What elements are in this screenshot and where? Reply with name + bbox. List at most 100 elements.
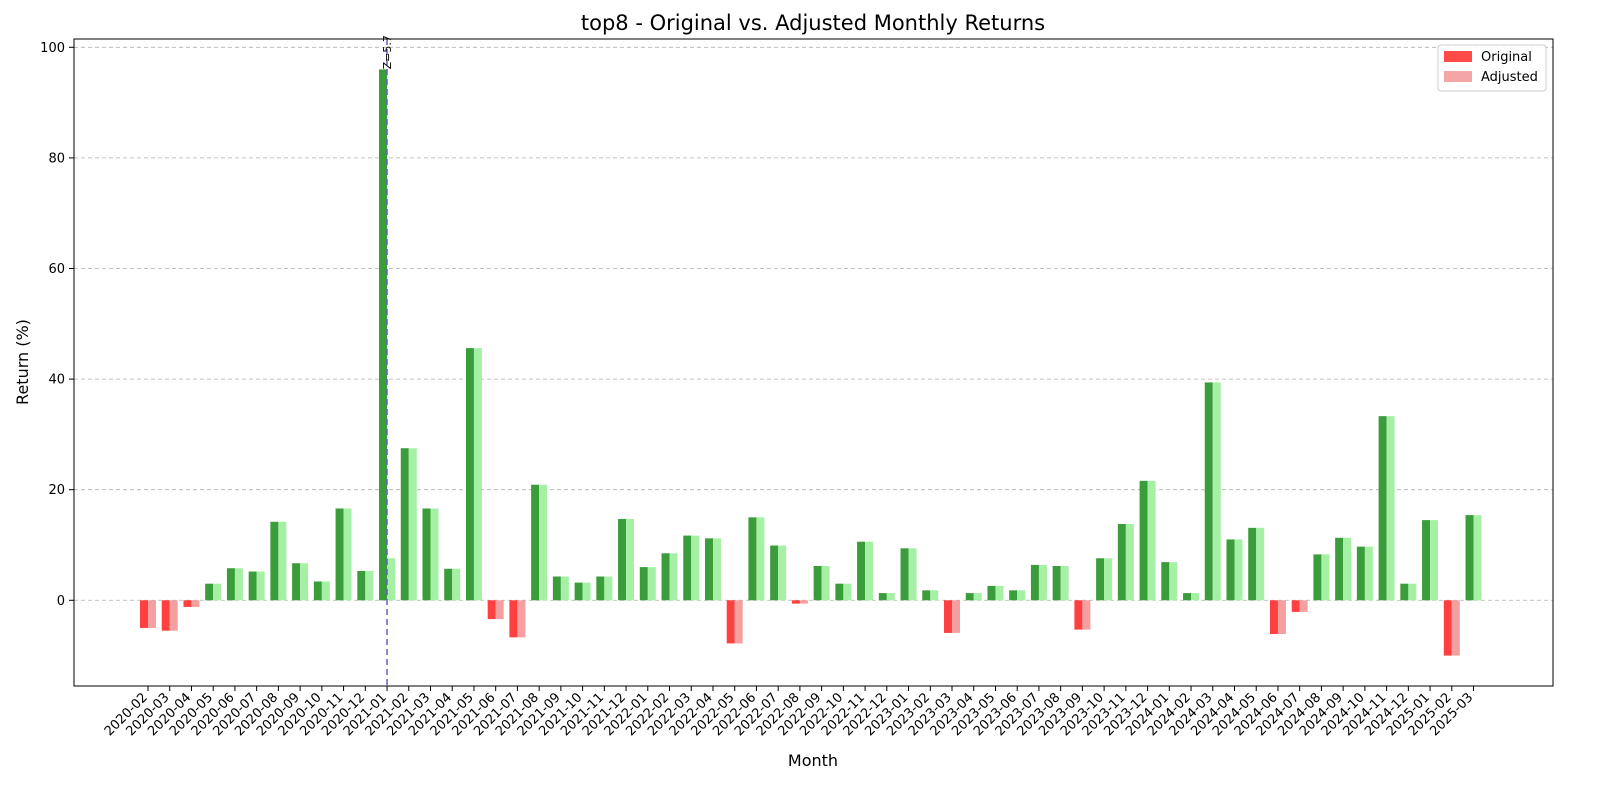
bar-original — [748, 517, 757, 601]
bar-original — [140, 600, 148, 628]
bar-original — [726, 600, 735, 644]
bar-adjusted — [473, 348, 482, 601]
bar-original — [596, 576, 605, 601]
y-axis: 0 20 40 60 80 100 — [40, 41, 74, 609]
bar-adjusted — [1408, 583, 1417, 601]
bar-original — [1378, 416, 1387, 601]
y-tick-label: 0 — [57, 594, 65, 609]
y-tick-label: 80 — [48, 151, 65, 166]
bar-adjusted — [1082, 600, 1091, 630]
bar-original — [552, 576, 561, 601]
y-tick-label: 40 — [48, 373, 65, 388]
bar-adjusted — [321, 581, 330, 601]
bar-adjusted — [995, 585, 1004, 601]
bar-adjusted — [908, 548, 917, 601]
bar-adjusted — [343, 508, 352, 601]
bar-adjusted — [1038, 564, 1047, 601]
bar-adjusted — [169, 600, 178, 631]
bar-adjusted — [1234, 539, 1243, 601]
bar-adjusted — [669, 553, 678, 601]
bar-original — [1335, 537, 1344, 601]
legend: Original Adjusted — [1437, 44, 1547, 92]
bar-original — [1465, 515, 1474, 601]
bar-original — [1009, 590, 1018, 601]
bar-original — [857, 541, 866, 601]
bar-adjusted — [734, 600, 743, 644]
bar-original — [226, 568, 235, 601]
bar-original — [770, 545, 779, 601]
bar-adjusted — [539, 484, 548, 601]
bar-original — [791, 600, 800, 604]
bar-adjusted — [604, 576, 613, 601]
bar-adjusted — [582, 582, 591, 601]
bar-adjusted — [234, 568, 243, 601]
bar-adjusted — [778, 545, 787, 601]
bar-original — [683, 535, 692, 601]
bar-adjusted — [756, 517, 765, 601]
bar-original — [1139, 480, 1148, 601]
bar-adjusted — [712, 538, 721, 601]
bar-original — [1052, 566, 1061, 601]
bar-original — [335, 508, 344, 601]
bar-original — [965, 593, 974, 601]
bar-adjusted — [1451, 600, 1460, 656]
bar-original — [639, 567, 648, 601]
bar-adjusted — [1017, 590, 1026, 601]
bar-original — [313, 581, 322, 601]
bar-original — [1074, 600, 1083, 630]
bars — [140, 69, 1482, 656]
bar-original — [1291, 600, 1300, 612]
bar-adjusted — [799, 600, 808, 604]
bar-adjusted — [387, 558, 396, 601]
bar-adjusted — [560, 576, 569, 601]
bar-original — [400, 448, 409, 601]
bar-original — [574, 582, 583, 601]
legend-label-adjusted: Adjusted — [1481, 70, 1538, 85]
bar-adjusted — [626, 518, 635, 601]
bar-original — [487, 600, 496, 620]
bar-adjusted — [1212, 382, 1221, 601]
bar-adjusted — [365, 570, 374, 601]
bar-original — [1269, 600, 1278, 635]
bar-original — [1443, 600, 1452, 656]
x-axis-label: Month — [788, 751, 838, 770]
bar-original — [1096, 558, 1105, 601]
y-tick-label: 100 — [40, 41, 65, 56]
bar-original — [292, 563, 301, 601]
bar-original — [422, 508, 431, 601]
bar-original — [944, 600, 953, 633]
plot-frame — [73, 38, 1554, 687]
bar-original — [1183, 593, 1192, 601]
bar-original — [704, 538, 713, 601]
y-tick-label: 60 — [48, 262, 65, 277]
bar-adjusted — [1147, 480, 1156, 601]
bar-adjusted — [1386, 416, 1395, 601]
bar-adjusted — [191, 600, 200, 607]
annotation-label: Z=5.7 — [381, 35, 394, 69]
bar-original — [465, 348, 474, 601]
bar-adjusted — [952, 600, 961, 633]
bar-original — [1226, 539, 1235, 601]
bar-original — [618, 518, 627, 601]
bar-original — [922, 590, 931, 601]
bar-adjusted — [647, 567, 656, 601]
bar-original — [1313, 554, 1322, 601]
legend-swatch-original — [1444, 51, 1472, 62]
bar-adjusted — [1169, 562, 1178, 601]
bar-adjusted — [495, 600, 504, 620]
y-axis-label: Return (%) — [13, 319, 32, 405]
bar-original — [1248, 527, 1257, 601]
bar-adjusted — [213, 583, 222, 601]
bar-original — [531, 484, 540, 601]
bar-original — [205, 583, 214, 601]
bar-original — [813, 566, 822, 601]
bar-adjusted — [408, 448, 417, 601]
annotations: Z=5.7 — [381, 35, 394, 686]
bar-adjusted — [430, 508, 439, 601]
bar-original — [1161, 562, 1170, 601]
bar-adjusted — [865, 541, 874, 601]
bar-original — [835, 583, 844, 601]
bar-adjusted — [1473, 515, 1482, 601]
bar-adjusted — [1299, 600, 1308, 612]
